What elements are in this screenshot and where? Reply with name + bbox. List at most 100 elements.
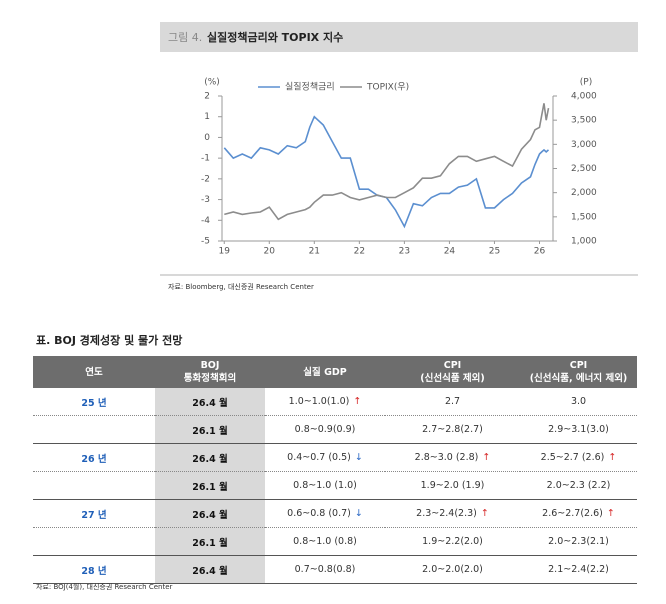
y2-tick-label: 2,000 — [571, 188, 597, 198]
table-cell: 2.7~2.8(2.7) — [385, 415, 520, 444]
y-tick-label: -4 — [201, 216, 210, 226]
legend-label: TOPIX(우) — [366, 82, 409, 93]
x-tick-label: 19 — [219, 247, 231, 257]
cell-text: 2.3~2.4(2.3) — [416, 508, 477, 519]
header-text: 통화정책회의 — [183, 373, 237, 384]
cell-text: 0.8~1.0 (1.0) — [293, 480, 357, 491]
y2-tick-label: 1,500 — [571, 212, 597, 222]
y-unit: (%) — [204, 78, 220, 88]
header-text: 실질 GDP — [303, 366, 347, 378]
y-tick-label: -3 — [201, 195, 210, 205]
cell-text: 0.8~1.0 (0.8) — [293, 536, 357, 547]
cell-text: 27 년 — [81, 509, 107, 521]
cell-text: 2.0~2.3(2.1) — [548, 536, 609, 547]
table-title: 표. BOJ 경제성장 및 물가 전망 — [36, 334, 183, 347]
x-tick-label: 24 — [444, 247, 456, 257]
table-cell: 2.0~2.0(2.0) — [385, 555, 520, 584]
table-row: 27 년 26.4 월 0.6~0.8 (0.7) ↓ 2.3~2.4(2.3) ↑ 2.6… — [33, 499, 637, 528]
table-cell: 1.9~2.0 (1.9) — [385, 471, 520, 500]
cell-text: 3.0 — [570, 396, 587, 407]
header-cell: 연도 — [33, 356, 155, 388]
cell-text: 26 년 — [81, 453, 107, 465]
y2-tick-label: 3,000 — [571, 140, 597, 150]
table-cell: 26.4 월 — [155, 555, 265, 584]
cell-text: 1.0~1.0(1.0) — [288, 396, 350, 407]
table-cell: 2.9~3.1(3.0) — [520, 415, 637, 444]
table-cell: 26.4 월 — [155, 443, 265, 472]
table-row: 26.1 월 0.8~0.9(0.9) 2.7~2.8(2.7) 2.9~3.1(3.… — [33, 415, 637, 444]
arrow: ↓ — [354, 452, 363, 463]
series-line — [223, 115, 550, 229]
y2-tick-label: 4,000 — [571, 92, 597, 102]
cell-text: 1.9~2.2(2.0) — [422, 536, 483, 547]
table-cell: 28 년 — [33, 555, 155, 584]
table-cell: 2.7 — [385, 388, 520, 416]
header-text: BOJ — [200, 360, 220, 371]
cell-text: 26.4 월 — [192, 565, 228, 577]
series-line — [224, 103, 550, 221]
table-row: 25 년 26.4 월 1.0~1.0(1.0) ↑ 2.7 3.0 — [33, 388, 637, 416]
arrow: ↓ — [354, 508, 363, 519]
y2-tick-label: 2,500 — [571, 164, 597, 174]
table-row: 26.1 월 0.8~1.0 (0.8) 1.9~2.2(2.0) 2.0~2.3(2… — [33, 527, 637, 556]
title-bar — [160, 22, 638, 52]
cell-text: 0.7~0.8(0.8) — [294, 564, 356, 575]
arrow: ↑ — [353, 396, 362, 407]
header-text: (신선식품, 에너지 제외) — [529, 373, 628, 384]
cell-text: 26.4 월 — [192, 509, 228, 521]
table-row: 26 년 26.4 월 0.4~0.7 (0.5) ↓ 2.8~3.0 (2.8) ↑ 2.… — [33, 443, 637, 472]
x-tick-label: 21 — [309, 247, 320, 257]
table-cell: 1.0~1.0(1.0) ↑ — [265, 388, 385, 416]
table-cell: 1.9~2.2(2.0) — [385, 527, 520, 556]
y2-tick-label: 3,500 — [571, 116, 597, 126]
y-tick-label: 0 — [204, 133, 210, 143]
source: 자료: Bloomberg, 대신증권 Research Center — [168, 282, 314, 291]
x-tick-label: 25 — [489, 247, 500, 257]
y-tick-label: -1 — [201, 154, 210, 164]
table-cell: 0.6~0.8 (0.7) ↓ — [265, 499, 385, 528]
table-cell — [33, 415, 155, 444]
cell-text: 2.7 — [444, 396, 461, 407]
header-text: CPI — [443, 360, 462, 371]
chart-title: 실질정책금리와 TOPIX 지수 — [207, 30, 343, 44]
x-tick-label: 26 — [534, 247, 546, 257]
arrow: ↑ — [482, 452, 491, 463]
cell-text: 26.1 월 — [192, 537, 228, 549]
cell-text: 1.9~2.0 (1.9) — [420, 480, 485, 491]
table: 연도 BOJ 통화정책회의 실질 GDP CPI (신선식품 제외) CPI (신선식품, 에… — [33, 356, 637, 584]
cell-text: 0.8~0.9(0.9) — [294, 424, 356, 435]
cell-text: 2.7~2.8(2.7) — [422, 424, 483, 435]
cell-text: 26.1 월 — [192, 425, 228, 437]
cell-text: 26.4 월 — [192, 397, 228, 409]
cell-text: 2.1~2.4(2.2) — [548, 564, 609, 575]
cell-text: 26.4 월 — [192, 453, 228, 465]
cell-text: 2.0~2.3 (2.2) — [546, 480, 611, 491]
table-cell: 26.1 월 — [155, 527, 265, 556]
table-cell: 2.0~2.3(2.1) — [520, 527, 637, 556]
table-cell: 26.4 월 — [155, 388, 265, 416]
header-cell: CPI (신선식품 제외) — [385, 356, 520, 388]
table-row: 28 년 26.4 월 0.7~0.8(0.8) 2.0~2.0(2.0) 2.1~2.… — [33, 555, 637, 584]
table-cell: 26 년 — [33, 443, 155, 472]
arrow: ↑ — [606, 508, 615, 519]
header-cell: BOJ 통화정책회의 — [155, 356, 265, 388]
table-cell: 3.0 — [520, 388, 637, 416]
figure-label: 그림 4. — [168, 31, 202, 44]
table-cell: 26.1 월 — [155, 415, 265, 444]
table-cell: 0.8~0.9(0.9) — [265, 415, 385, 444]
table-cell: 2.8~3.0 (2.8) ↑ — [385, 443, 520, 472]
arrow: ↑ — [480, 508, 489, 519]
cell-text: 2.0~2.0(2.0) — [422, 564, 483, 575]
cell-text: 28 년 — [81, 565, 107, 577]
x-tick-label: 23 — [399, 247, 410, 257]
table-cell: 2.5~2.7 (2.6) ↑ — [520, 443, 637, 472]
table-cell: 25 년 — [33, 388, 155, 416]
y-tick-label: -2 — [201, 174, 210, 184]
table-source: 자료: BOJ(4월), 대신증권 Research Center — [36, 583, 173, 591]
cell-text: 2.8~3.0 (2.8) — [414, 452, 479, 463]
table-cell: 26.4 월 — [155, 499, 265, 528]
header-text: CPI — [569, 360, 588, 371]
x-tick-label: 20 — [264, 247, 276, 257]
table-cell: 0.4~0.7 (0.5) ↓ — [265, 443, 385, 472]
